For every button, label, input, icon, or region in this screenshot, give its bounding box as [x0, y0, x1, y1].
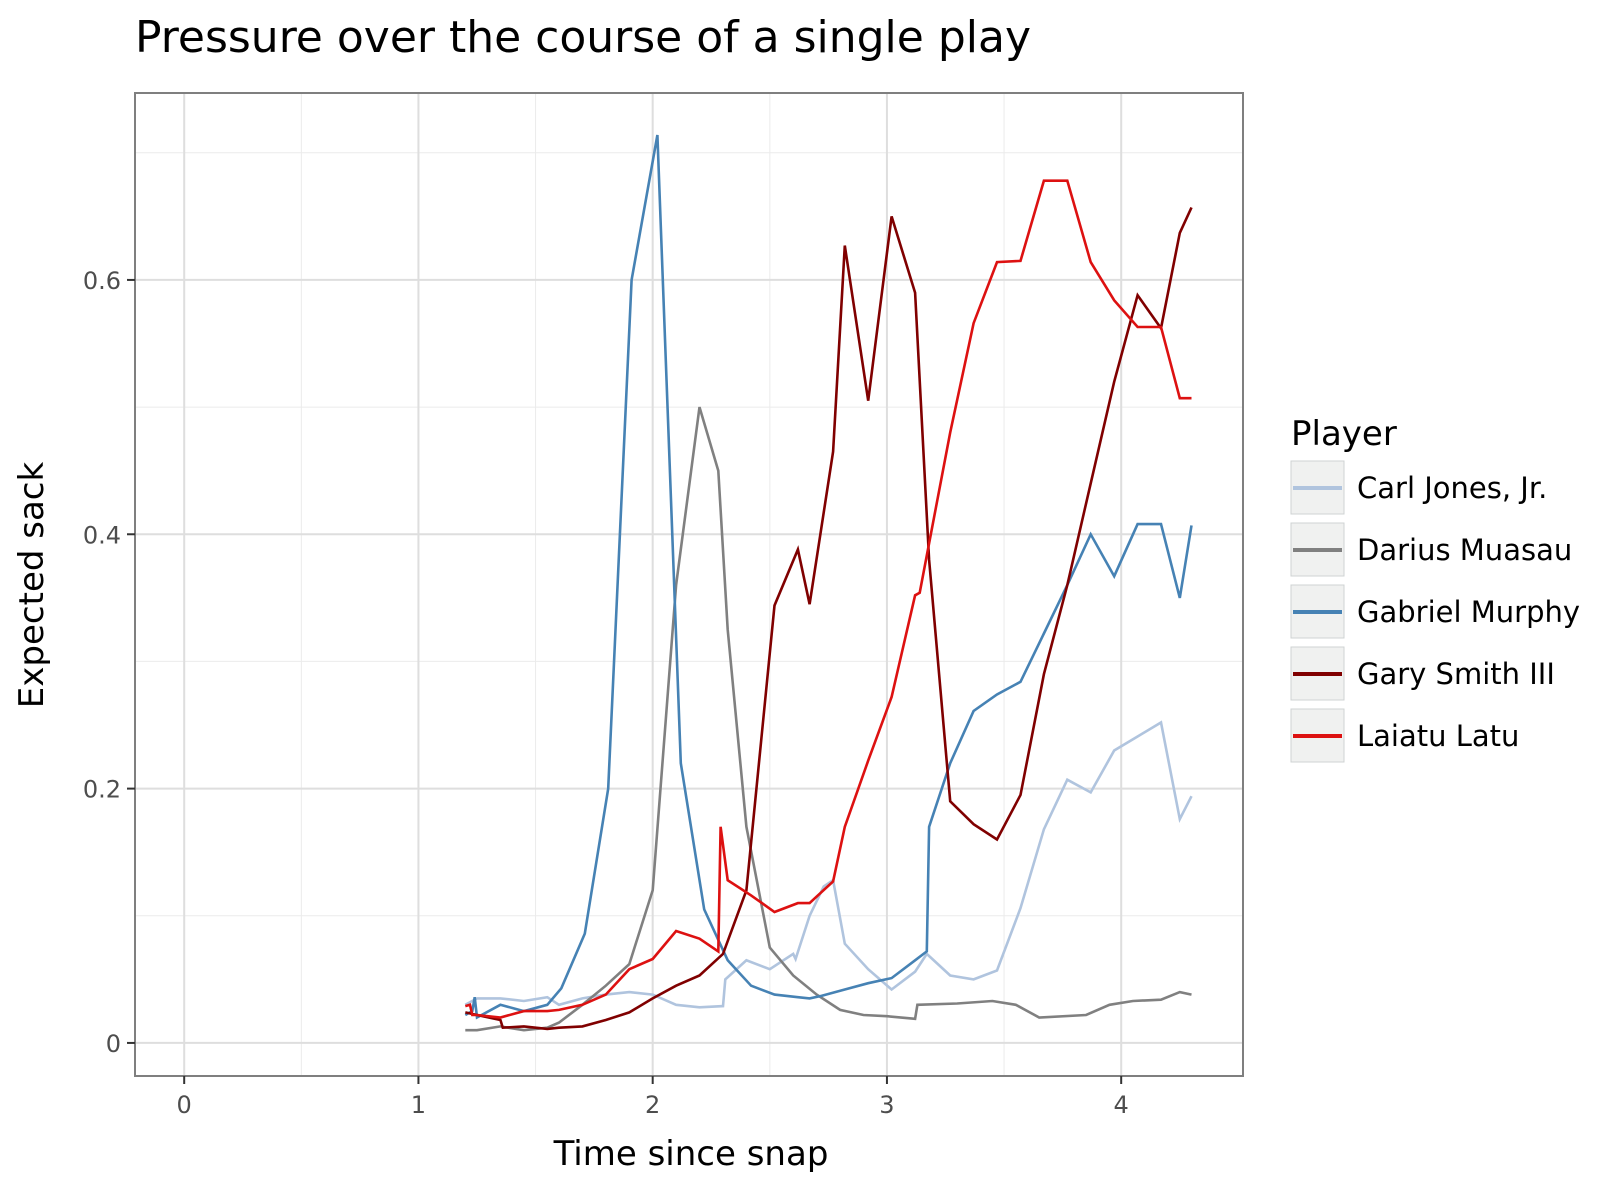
series-line-3: [465, 206, 1193, 1031]
series-line-0: [464, 720, 1193, 1009]
legend-label: Darius Muasau: [1357, 533, 1572, 567]
legend-label: Gary Smith III: [1357, 657, 1555, 691]
x-tick-label: 1: [411, 1091, 426, 1119]
y-tick-label: 0.4: [83, 521, 121, 549]
major-gridlines: [135, 93, 1243, 1076]
y-axis: 0 0.2 0.4 0.6: [83, 267, 135, 1058]
plot-panel: [135, 93, 1243, 1076]
x-tick-label: 2: [645, 1091, 660, 1119]
series-line-4: [464, 179, 1192, 1019]
y-tick-label: 0: [106, 1030, 121, 1058]
minor-gridlines: [135, 93, 1243, 1076]
y-axis-title: Expected sack: [12, 462, 52, 709]
legend: Player Carl Jones, Jr. Darius Muasau Gabri…: [1290, 414, 1580, 763]
x-axis: 0 1 2 3 4: [177, 1076, 1129, 1119]
y-tick-label: 0.6: [83, 267, 121, 295]
legend-title: Player: [1291, 414, 1397, 454]
plot-border: [134, 92, 1244, 1077]
plot-area: [134, 92, 1244, 1077]
legend-items: Carl Jones, Jr. Darius Muasau Gabriel Murp…: [1290, 460, 1580, 763]
series-line-2: [464, 134, 1193, 1020]
legend-label: Laiatu Latu: [1357, 719, 1519, 753]
x-tick-label: 0: [177, 1091, 192, 1119]
legend-label: Gabriel Murphy: [1357, 595, 1580, 629]
y-tick-label: 0.2: [83, 776, 121, 804]
x-axis-title: Time since snap: [553, 1134, 829, 1174]
x-tick-label: 3: [879, 1091, 894, 1119]
series-line-1: [465, 406, 1192, 1032]
x-tick-label: 4: [1114, 1091, 1129, 1119]
legend-label: Carl Jones, Jr.: [1357, 471, 1547, 505]
series-lines: [464, 134, 1193, 1032]
chart-title: Pressure over the course of a single pla…: [135, 12, 1031, 63]
